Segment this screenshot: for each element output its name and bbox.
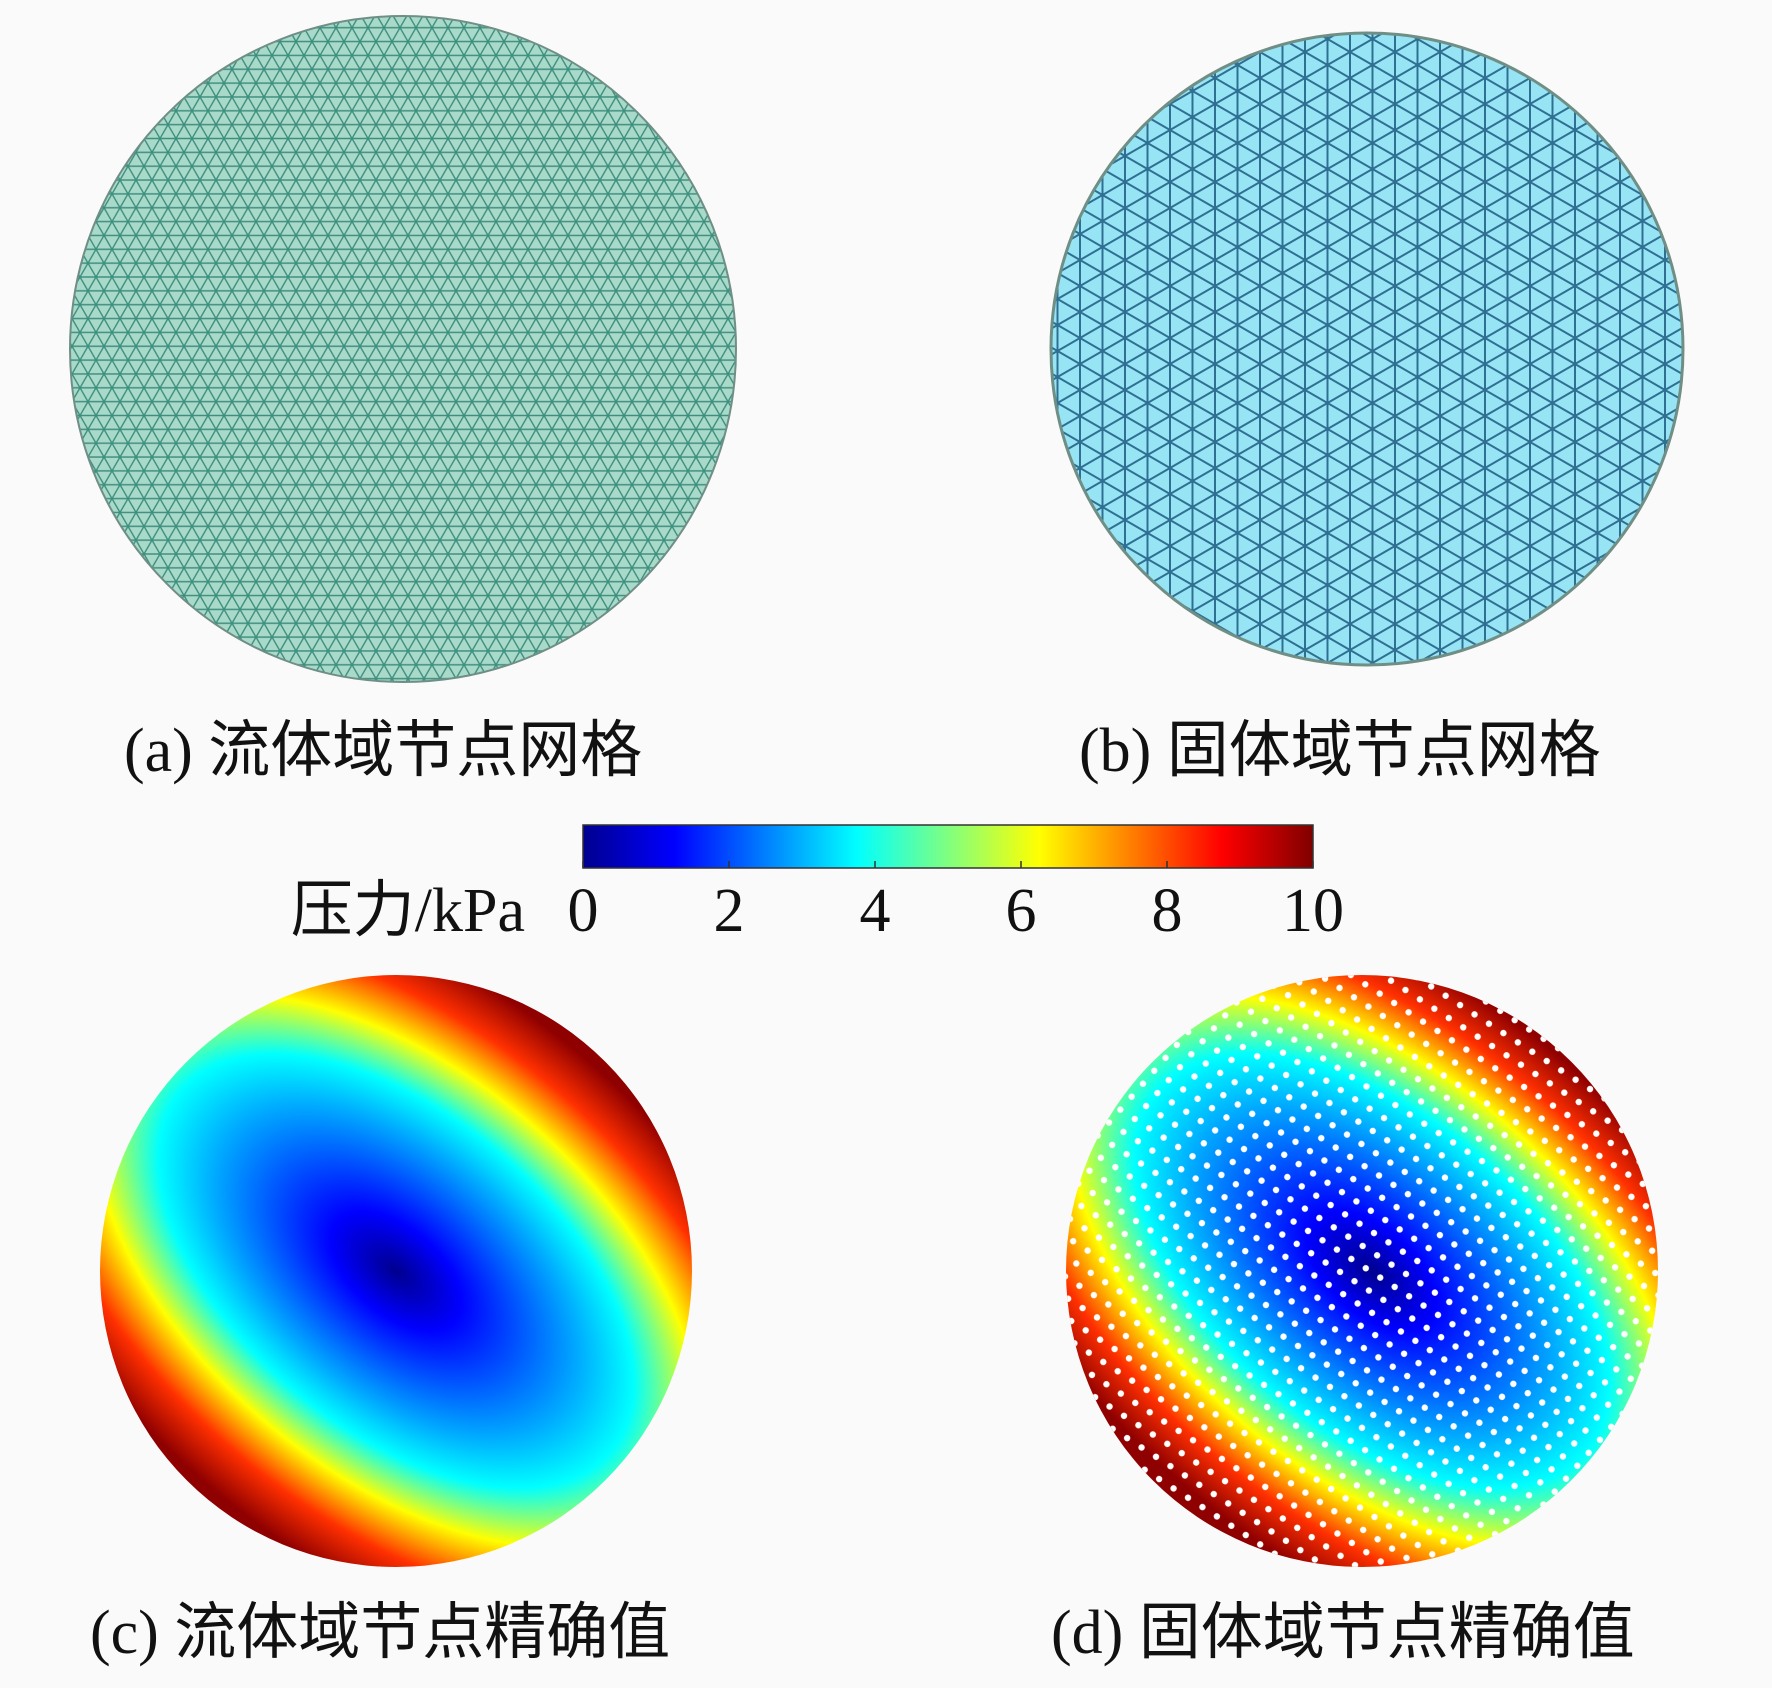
colorbar-label: 压力/kPa bbox=[291, 877, 525, 945]
colorbar-tick-label: 10 bbox=[1282, 877, 1344, 945]
solid-pressure-field bbox=[1066, 975, 1658, 1567]
colorbar-tick-label: 4 bbox=[860, 877, 891, 945]
colorbar-tick-label: 6 bbox=[1006, 877, 1037, 945]
panel-caption: (c) 流体域节点精确值 bbox=[90, 1599, 670, 1667]
colorbar-tick-label: 8 bbox=[1152, 877, 1183, 945]
panel-caption: (b) 固体域节点网格 bbox=[1079, 717, 1601, 785]
colorbar-tick-label: 0 bbox=[568, 877, 599, 945]
solid-field-nodes bbox=[1066, 975, 1658, 1567]
colorbar-tick-label: 2 bbox=[714, 877, 745, 945]
fluid-mesh bbox=[69, 15, 737, 683]
solid-mesh bbox=[1049, 31, 1685, 667]
panel-caption: (d) 固体域节点精确值 bbox=[1051, 1599, 1635, 1667]
colorbar bbox=[582, 824, 1314, 869]
fluid-pressure-field bbox=[100, 975, 692, 1567]
panel-caption: (a) 流体域节点网格 bbox=[124, 717, 642, 785]
colorbar-ticks: 0 2 4 6 8 10 bbox=[568, 861, 1344, 945]
